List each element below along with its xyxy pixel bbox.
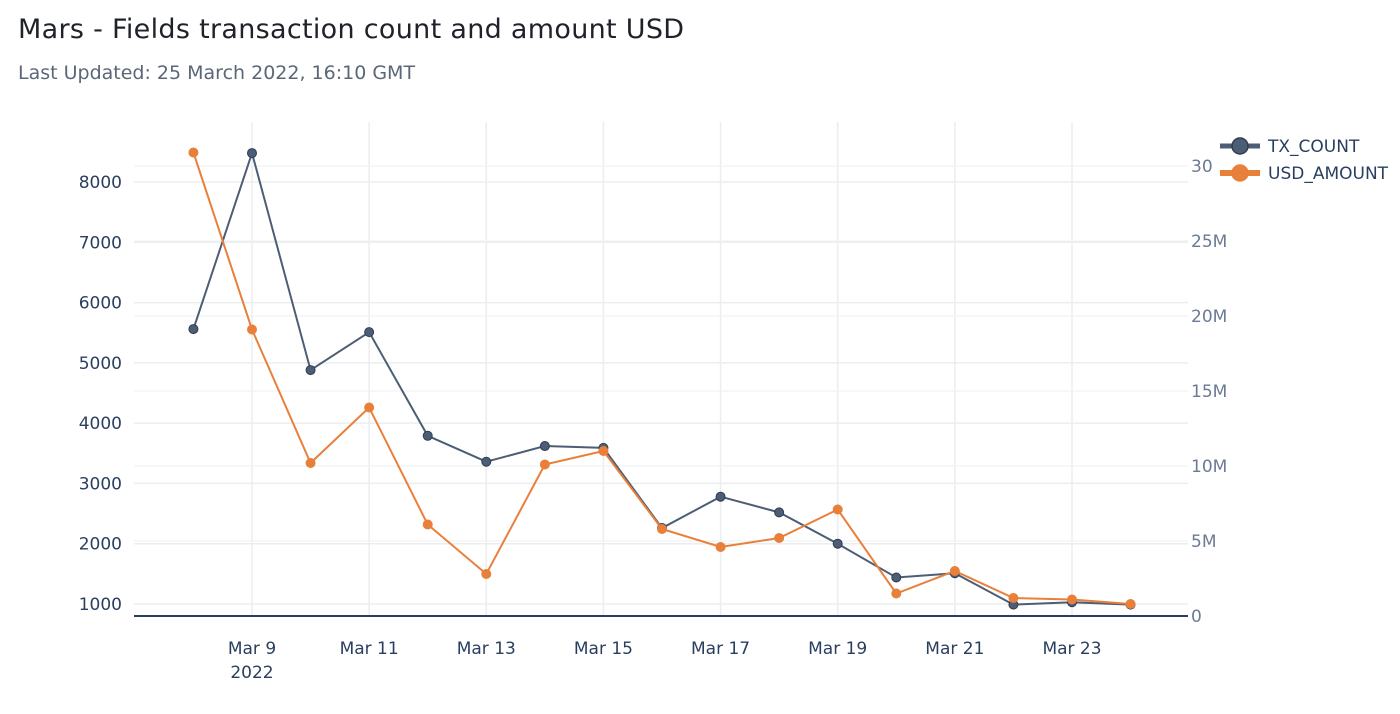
y-left-tick-label: 5000 bbox=[79, 354, 122, 374]
chart-subtitle: Last Updated: 25 March 2022, 16:10 GMT bbox=[18, 62, 416, 84]
data-point-tx-count bbox=[422, 430, 433, 441]
x-tick-label: Mar 23 bbox=[1042, 639, 1101, 659]
legend-marker bbox=[1231, 137, 1249, 155]
x-tick-label: Mar 17 bbox=[691, 639, 750, 659]
data-point-tx-count bbox=[481, 456, 492, 467]
x-tick-label: Mar 11 bbox=[340, 639, 399, 659]
data-point-tx-count bbox=[539, 441, 550, 452]
y-right-tick-label: 5M bbox=[1191, 532, 1216, 552]
data-point-tx-count bbox=[715, 491, 726, 502]
x-year-label: 2022 bbox=[230, 663, 273, 683]
y-left-tick-label: 8000 bbox=[79, 173, 122, 193]
data-point-usd-amount bbox=[422, 519, 433, 530]
data-point-usd-amount bbox=[1008, 593, 1019, 603]
x-tick-label: Mar 13 bbox=[457, 639, 516, 659]
data-point-usd-amount bbox=[774, 533, 785, 543]
y-right-tick-label: 0 bbox=[1191, 607, 1202, 627]
data-point-usd-amount bbox=[891, 588, 902, 599]
legend-item-tx-count[interactable]: TX_COUNT bbox=[1267, 137, 1360, 157]
data-point-tx-count bbox=[247, 148, 257, 159]
y-right-tick-label: 10M bbox=[1191, 457, 1227, 477]
data-point-usd-amount bbox=[247, 324, 257, 335]
data-point-usd-amount bbox=[305, 458, 316, 468]
y-left-tick-label: 1000 bbox=[79, 595, 122, 615]
y-right-tick-label: 20M bbox=[1191, 307, 1227, 327]
y-left-tick-label: 4000 bbox=[79, 414, 122, 434]
x-tick-label: Mar 19 bbox=[808, 639, 867, 659]
data-point-usd-amount bbox=[949, 566, 960, 576]
data-point-usd-amount bbox=[657, 524, 667, 534]
data-point-tx-count bbox=[305, 365, 316, 376]
y-right-tick-label: 25M bbox=[1191, 232, 1227, 252]
data-point-usd-amount bbox=[188, 147, 199, 158]
data-point-usd-amount bbox=[539, 459, 550, 470]
data-point-tx-count bbox=[832, 538, 843, 549]
y-right-tick-label: 15M bbox=[1191, 382, 1227, 402]
y-left-tick-label: 3000 bbox=[79, 474, 122, 494]
data-point-usd-amount bbox=[598, 446, 609, 456]
axis-layer: Mar 9 Mar 11 Mar 13 Mar 15 Mar 17 Mar 19 Mar 2… bbox=[79, 157, 1228, 683]
series-layer bbox=[188, 147, 1136, 610]
legend-marker bbox=[1231, 164, 1249, 182]
data-point-tx-count bbox=[891, 572, 902, 583]
data-point-usd-amount bbox=[1067, 594, 1077, 605]
legend: TX_COUNT USD_AMOUNT bbox=[1212, 130, 1400, 192]
y-left-tick-label: 7000 bbox=[79, 233, 122, 253]
data-point-usd-amount bbox=[481, 569, 492, 579]
data-point-tx-count bbox=[188, 324, 199, 335]
data-point-tx-count bbox=[774, 507, 785, 518]
x-tick-label: Mar 21 bbox=[925, 639, 984, 659]
x-tick-label: Mar 15 bbox=[574, 639, 633, 659]
x-tick-label: Mar 9 bbox=[228, 639, 276, 659]
series-line-tx-count bbox=[192, 149, 1131, 606]
data-point-usd-amount bbox=[832, 504, 843, 515]
y-left-tick-label: 2000 bbox=[79, 535, 122, 555]
chart-title: Mars - Fields transaction count and amou… bbox=[18, 14, 685, 45]
y-left-tick-label: 6000 bbox=[79, 294, 122, 314]
grid-layer bbox=[134, 122, 1188, 616]
series-line-usd-amount bbox=[192, 152, 1131, 605]
data-point-tx-count bbox=[364, 327, 375, 338]
data-point-usd-amount bbox=[715, 542, 726, 552]
legend-item-usd-amount[interactable]: USD_AMOUNT bbox=[1268, 164, 1389, 184]
data-point-usd-amount bbox=[1125, 599, 1136, 609]
data-point-usd-amount bbox=[364, 402, 375, 413]
